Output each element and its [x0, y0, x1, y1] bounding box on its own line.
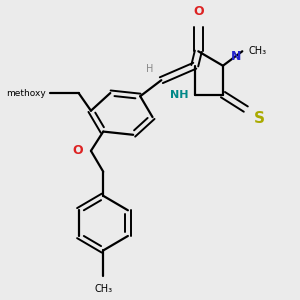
- Text: CH₃: CH₃: [94, 284, 112, 294]
- Text: NH: NH: [170, 90, 188, 100]
- Text: H: H: [146, 64, 154, 74]
- Text: N: N: [231, 50, 241, 63]
- Text: O: O: [73, 144, 83, 158]
- Text: S: S: [254, 111, 265, 126]
- Text: methoxy: methoxy: [7, 88, 46, 98]
- Text: CH₃: CH₃: [249, 46, 267, 56]
- Text: O: O: [193, 4, 204, 17]
